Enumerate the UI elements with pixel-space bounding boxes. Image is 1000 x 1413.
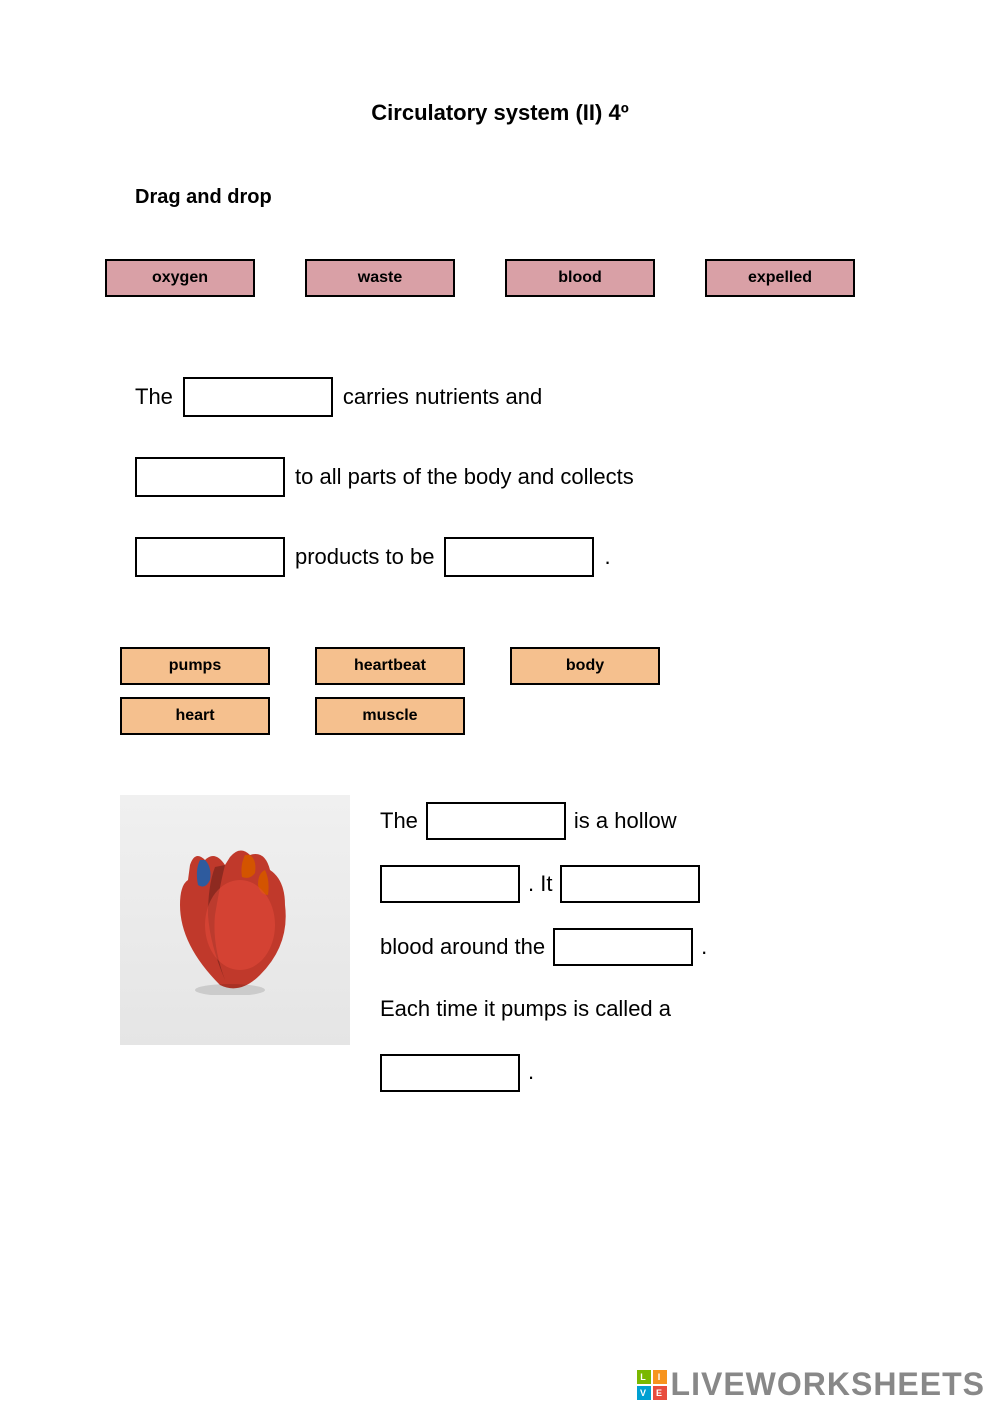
page-title: Circulatory system (II) 4º — [95, 100, 905, 126]
wordbank-2-row2: heart muscle — [120, 697, 905, 735]
fill-sentence-1: The carries nutrients and to all parts o… — [135, 377, 905, 577]
fill-sentence-2: The is a hollow . It blood around the . … — [380, 795, 708, 1109]
drag-word-body[interactable]: body — [510, 647, 660, 685]
heart-icon — [170, 845, 300, 995]
drag-word-muscle[interactable]: muscle — [315, 697, 465, 735]
drop-target-6[interactable] — [380, 865, 520, 903]
drag-word-oxygen[interactable]: oxygen — [105, 259, 255, 297]
text: is a hollow — [574, 795, 677, 848]
text: to all parts of the body and collects — [295, 464, 634, 490]
watermark-text: LIVEWORKSHEETS — [671, 1366, 985, 1403]
drop-target-5[interactable] — [426, 802, 566, 840]
wordbank-2-row1: pumps heartbeat body — [120, 647, 905, 685]
watermark: L I V E LIVEWORKSHEETS — [637, 1366, 985, 1403]
text: The — [135, 384, 173, 410]
text: The — [380, 795, 418, 848]
drop-target-2[interactable] — [135, 457, 285, 497]
drop-target-4[interactable] — [444, 537, 594, 577]
heart-image — [120, 795, 350, 1045]
text: . — [604, 544, 610, 570]
drag-word-pumps[interactable]: pumps — [120, 647, 270, 685]
text: blood around the — [380, 921, 545, 974]
drop-target-9[interactable] — [380, 1054, 520, 1092]
text: carries nutrients and — [343, 384, 542, 410]
text: . It — [528, 858, 552, 911]
drag-word-heart[interactable]: heart — [120, 697, 270, 735]
drag-word-waste[interactable]: waste — [305, 259, 455, 297]
text: Each time it pumps is called a — [380, 983, 671, 1036]
drop-target-7[interactable] — [560, 865, 700, 903]
text: products to be — [295, 544, 434, 570]
drag-word-heartbeat[interactable]: heartbeat — [315, 647, 465, 685]
drag-word-blood[interactable]: blood — [505, 259, 655, 297]
drag-word-expelled[interactable]: expelled — [705, 259, 855, 297]
text: . — [528, 1046, 534, 1099]
instruction-label: Drag and drop — [135, 186, 905, 209]
drop-target-8[interactable] — [553, 928, 693, 966]
text: . — [701, 921, 707, 974]
drop-target-3[interactable] — [135, 537, 285, 577]
watermark-logo-icon: L I V E — [637, 1370, 667, 1400]
drop-target-1[interactable] — [183, 377, 333, 417]
wordbank-1: oxygen waste blood expelled — [95, 259, 905, 297]
